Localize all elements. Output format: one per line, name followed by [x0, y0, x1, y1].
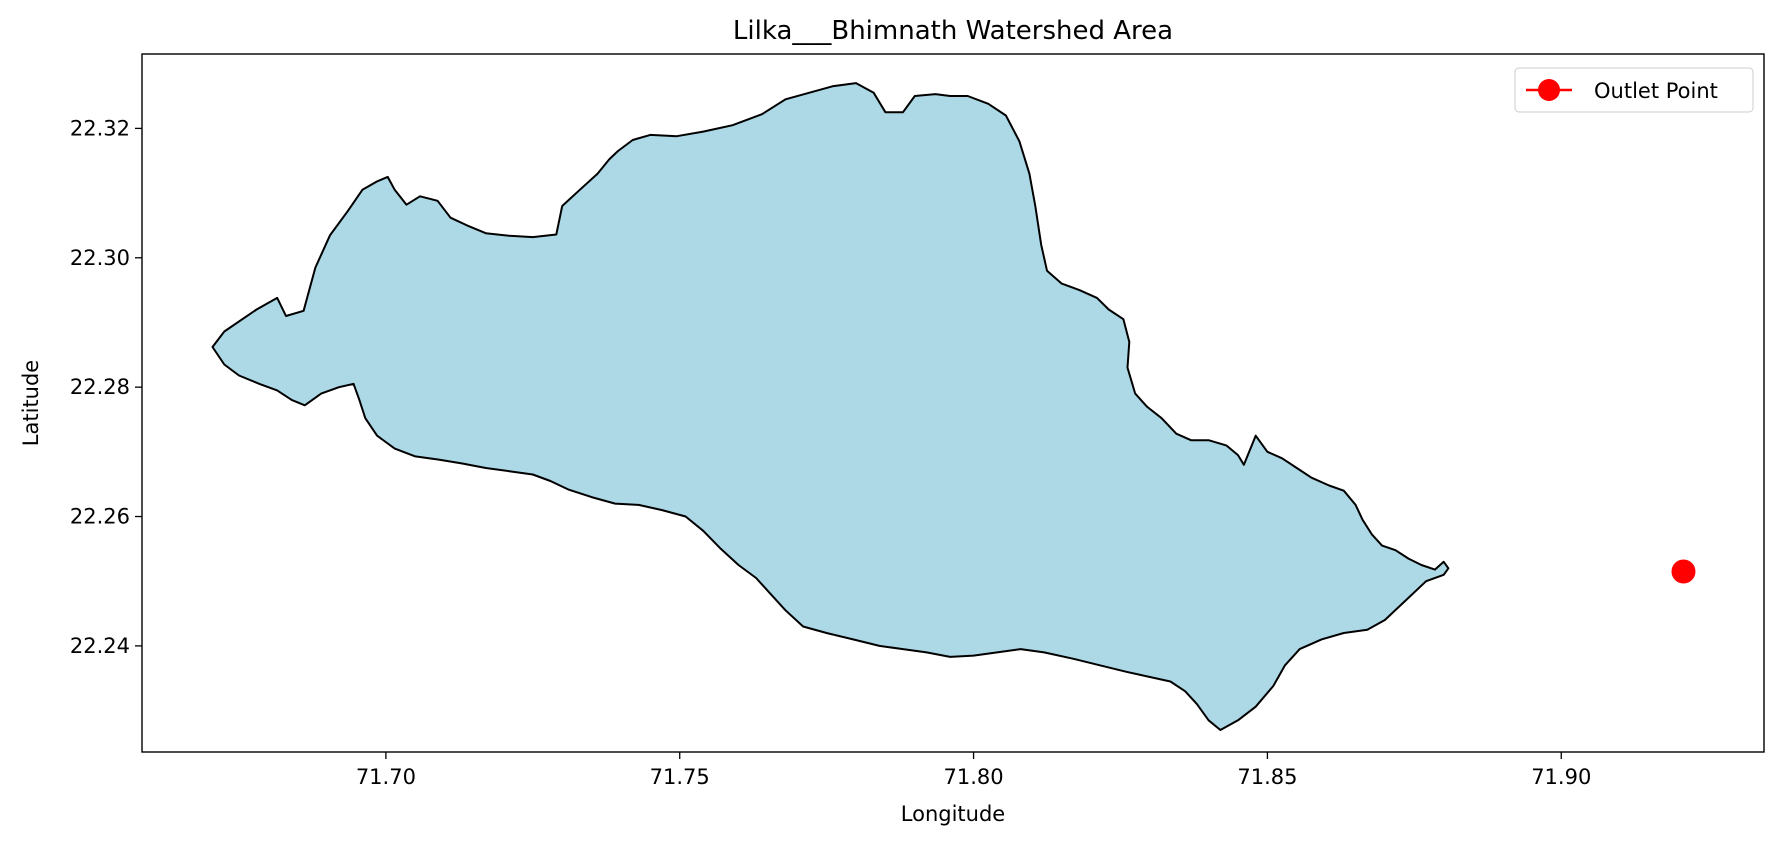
plot-area	[211, 82, 1696, 731]
x-tick-label: 71.90	[1531, 765, 1591, 789]
x-tick-label: 71.80	[944, 765, 1004, 789]
y-axis: 22.24 22.26 22.28 22.30 22.32	[70, 116, 142, 658]
y-tick-label: 22.30	[70, 246, 130, 270]
y-tick-label: 22.24	[70, 634, 130, 658]
x-tick-label: 71.75	[650, 765, 710, 789]
y-tick-label: 22.28	[70, 375, 130, 399]
x-tick-label: 71.85	[1237, 765, 1297, 789]
x-axis: 71.70 71.75 71.80 71.85 71.90	[356, 752, 1591, 789]
legend: Outlet Point	[1514, 67, 1754, 113]
chart-title: Lilka___Bhimnath Watershed Area	[733, 16, 1173, 46]
x-tick-label: 71.70	[356, 765, 416, 789]
watershed-polygon	[211, 82, 1450, 731]
legend-box	[1514, 67, 1754, 113]
y-tick-label: 22.26	[70, 505, 130, 529]
x-axis-label: Longitude	[901, 802, 1005, 826]
outlet-point-marker	[1671, 559, 1696, 584]
y-axis-label: Latitude	[19, 360, 43, 446]
legend-entry-outlet-point: Outlet Point	[1594, 79, 1718, 103]
legend-point-marker	[1538, 79, 1560, 101]
y-tick-label: 22.32	[70, 116, 130, 140]
plot-frame	[141, 53, 1765, 753]
